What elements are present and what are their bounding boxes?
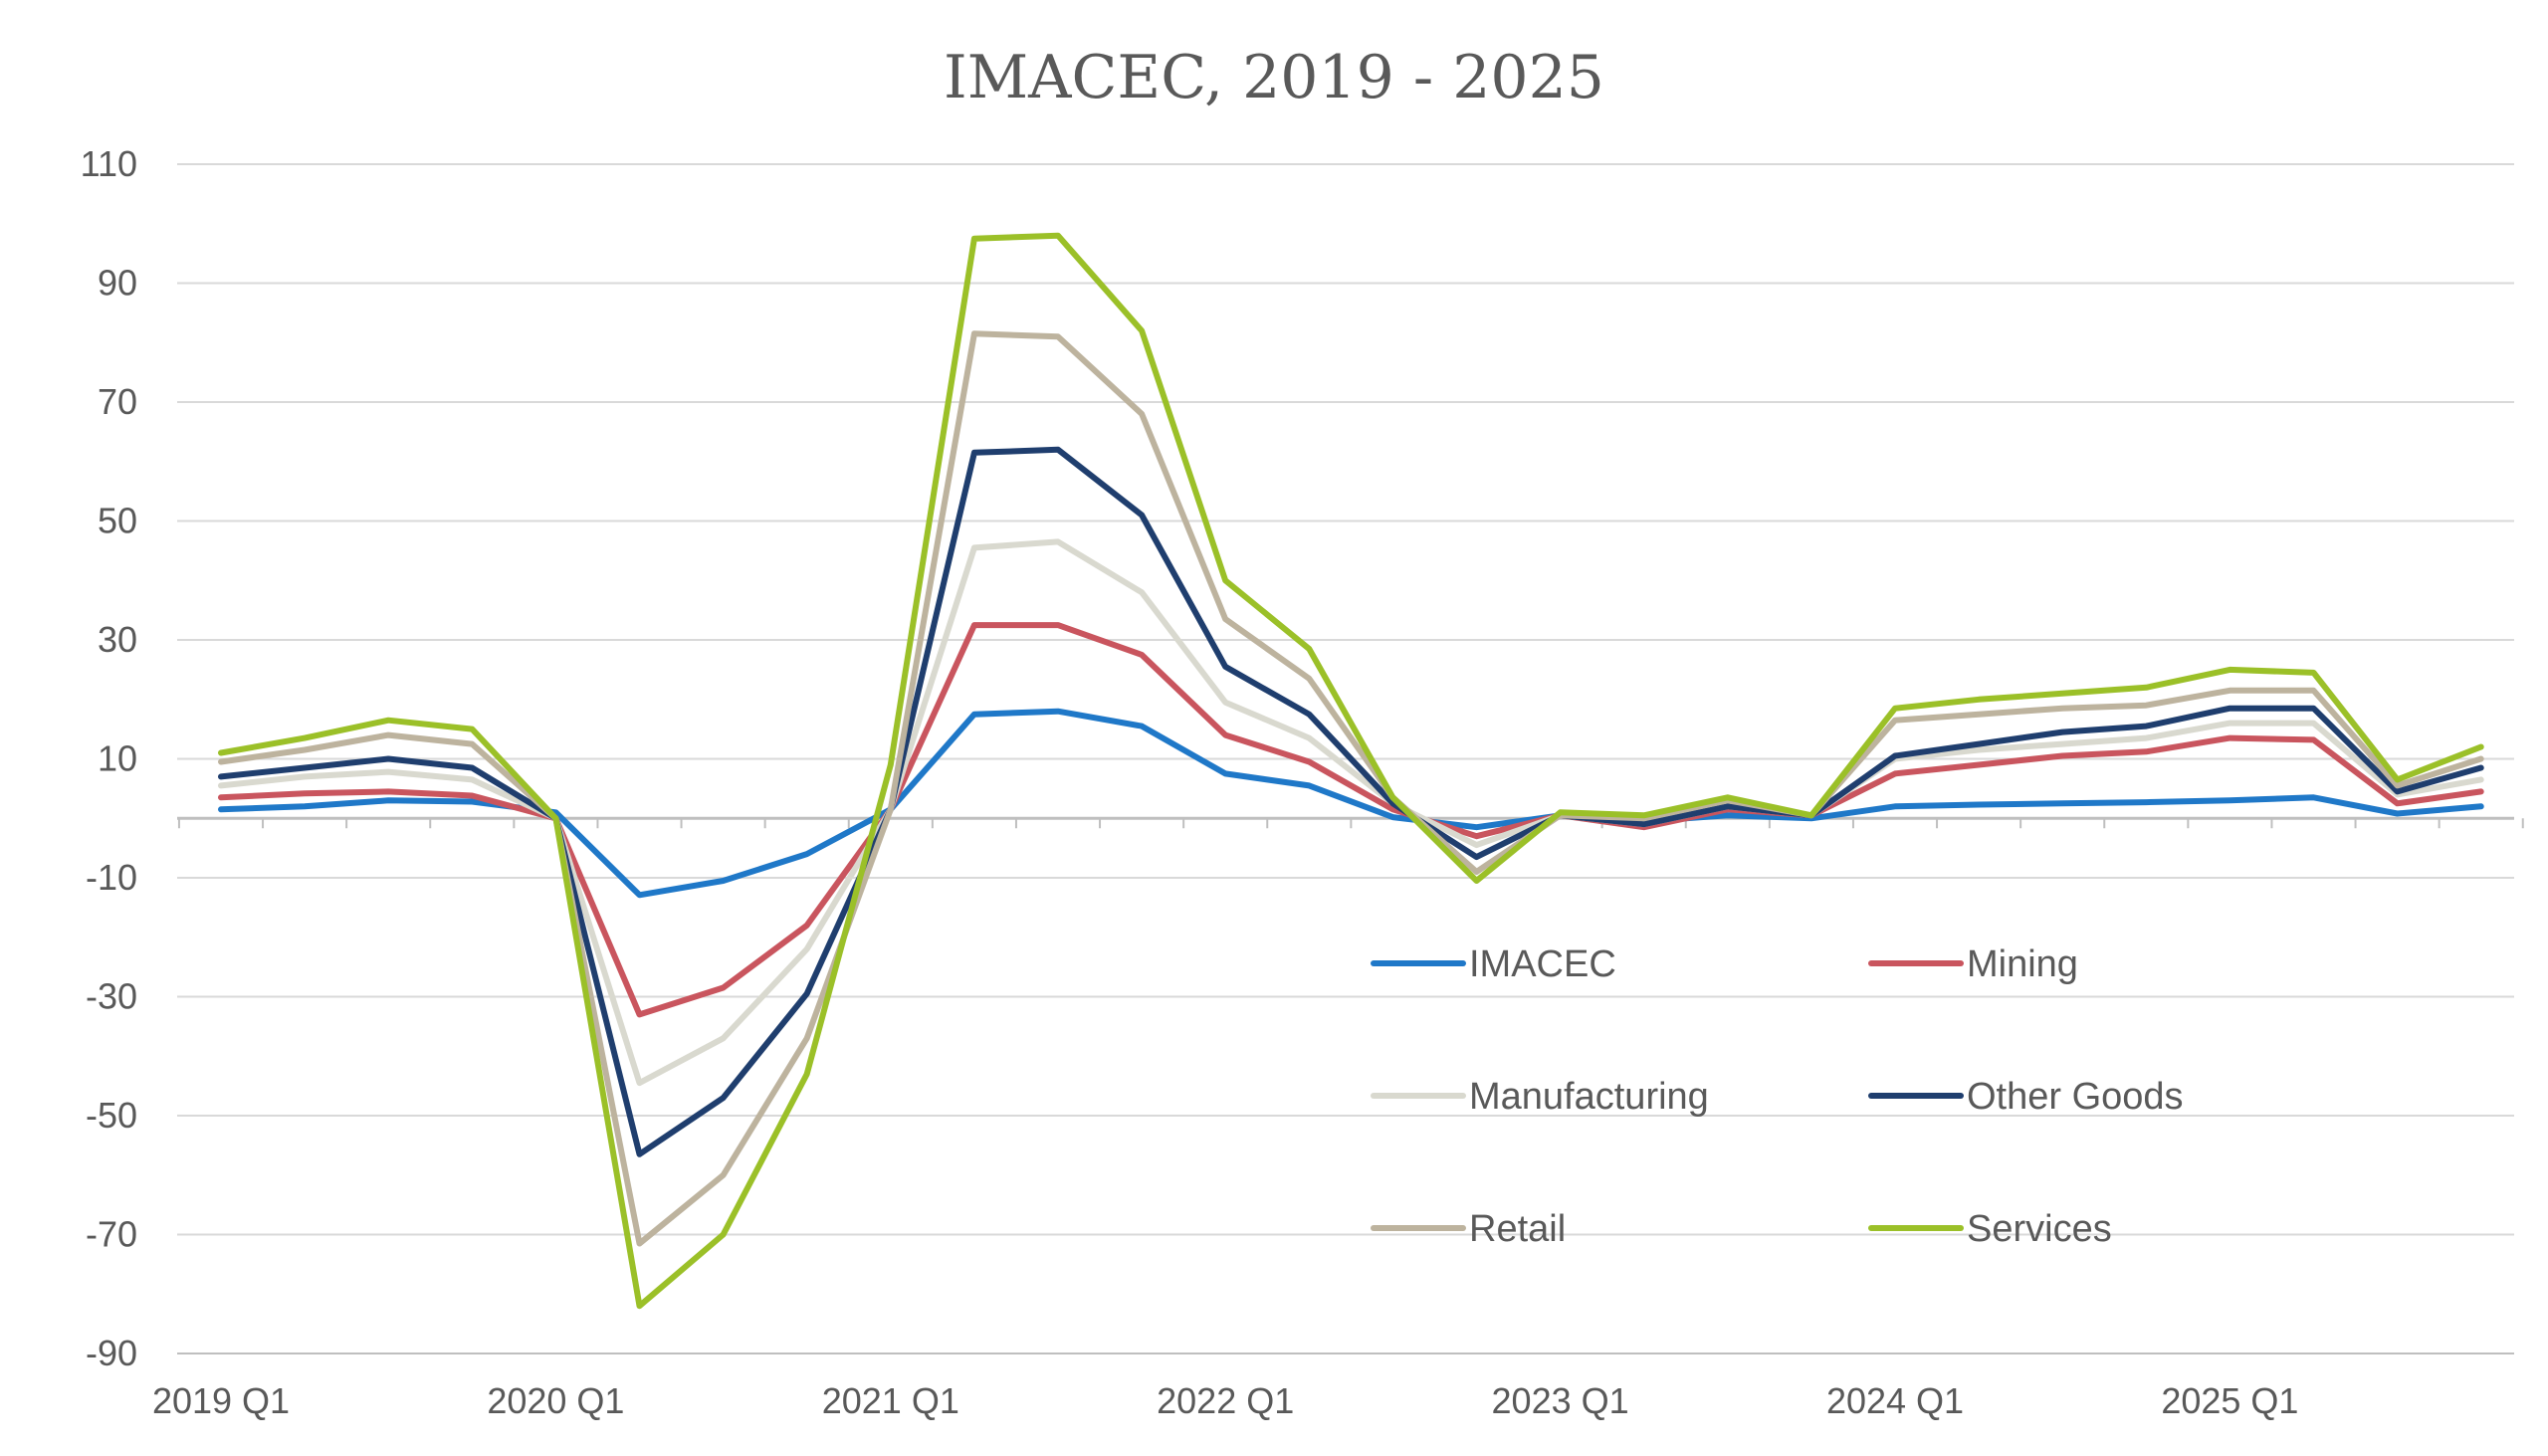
x-tick-label: 2019 Q1 <box>152 1380 290 1421</box>
y-tick-label: 90 <box>98 263 137 304</box>
y-tick-label: -50 <box>86 1095 137 1136</box>
x-tick-label: 2021 Q1 <box>822 1380 959 1421</box>
y-tick-label: 110 <box>81 143 137 184</box>
chart-title: IMACEC, 2019 - 2025 <box>944 43 1604 112</box>
series-line-mining <box>218 622 2484 1018</box>
legend: IMACEC Mining Manufacturing Other Goods Reta… <box>1371 943 2184 1250</box>
x-tick-label: 2023 Q1 <box>1492 1380 1629 1421</box>
y-tick-label: 70 <box>98 381 137 422</box>
x-tick-label: 2024 Q1 <box>1826 1380 1964 1421</box>
legend-label-manufacturing: Manufacturing <box>1469 1076 1709 1118</box>
gridlines <box>177 163 2514 1354</box>
series-lines <box>218 232 2484 1310</box>
legend-label-mining: Mining <box>1967 943 2078 985</box>
x-axis-tick-labels: 2019 Q1 2020 Q1 2021 Q1 2022 Q1 2023 Q1 2024 … <box>152 1380 2299 1421</box>
series-line-other-goods <box>218 446 2484 1157</box>
y-axis-tick-labels: -90 -70 -50 -30 -10 10 30 50 70 90 110 <box>81 143 137 1373</box>
x-tick-label: 2022 Q1 <box>1157 1380 1294 1421</box>
x-tick-label: 2025 Q1 <box>2161 1380 2298 1421</box>
series-line-manufacturing <box>218 538 2484 1087</box>
legend-label-services: Services <box>1967 1208 2112 1250</box>
y-tick-label: 50 <box>98 501 137 541</box>
legend-label-retail: Retail <box>1469 1208 1566 1250</box>
y-tick-label: 30 <box>98 619 137 660</box>
series-line-services <box>218 232 2484 1310</box>
y-tick-label: -90 <box>86 1333 137 1373</box>
y-tick-label: -70 <box>86 1214 137 1255</box>
legend-label-other-goods: Other Goods <box>1967 1076 2184 1118</box>
y-tick-label: -10 <box>86 857 137 898</box>
x-tick-label: 2020 Q1 <box>487 1380 624 1421</box>
y-tick-label: -30 <box>86 976 137 1017</box>
series-line-retail <box>218 330 2484 1247</box>
y-tick-label: 10 <box>98 738 137 779</box>
series-line-imacec <box>218 708 2484 899</box>
legend-label-imacec: IMACEC <box>1469 943 1616 985</box>
